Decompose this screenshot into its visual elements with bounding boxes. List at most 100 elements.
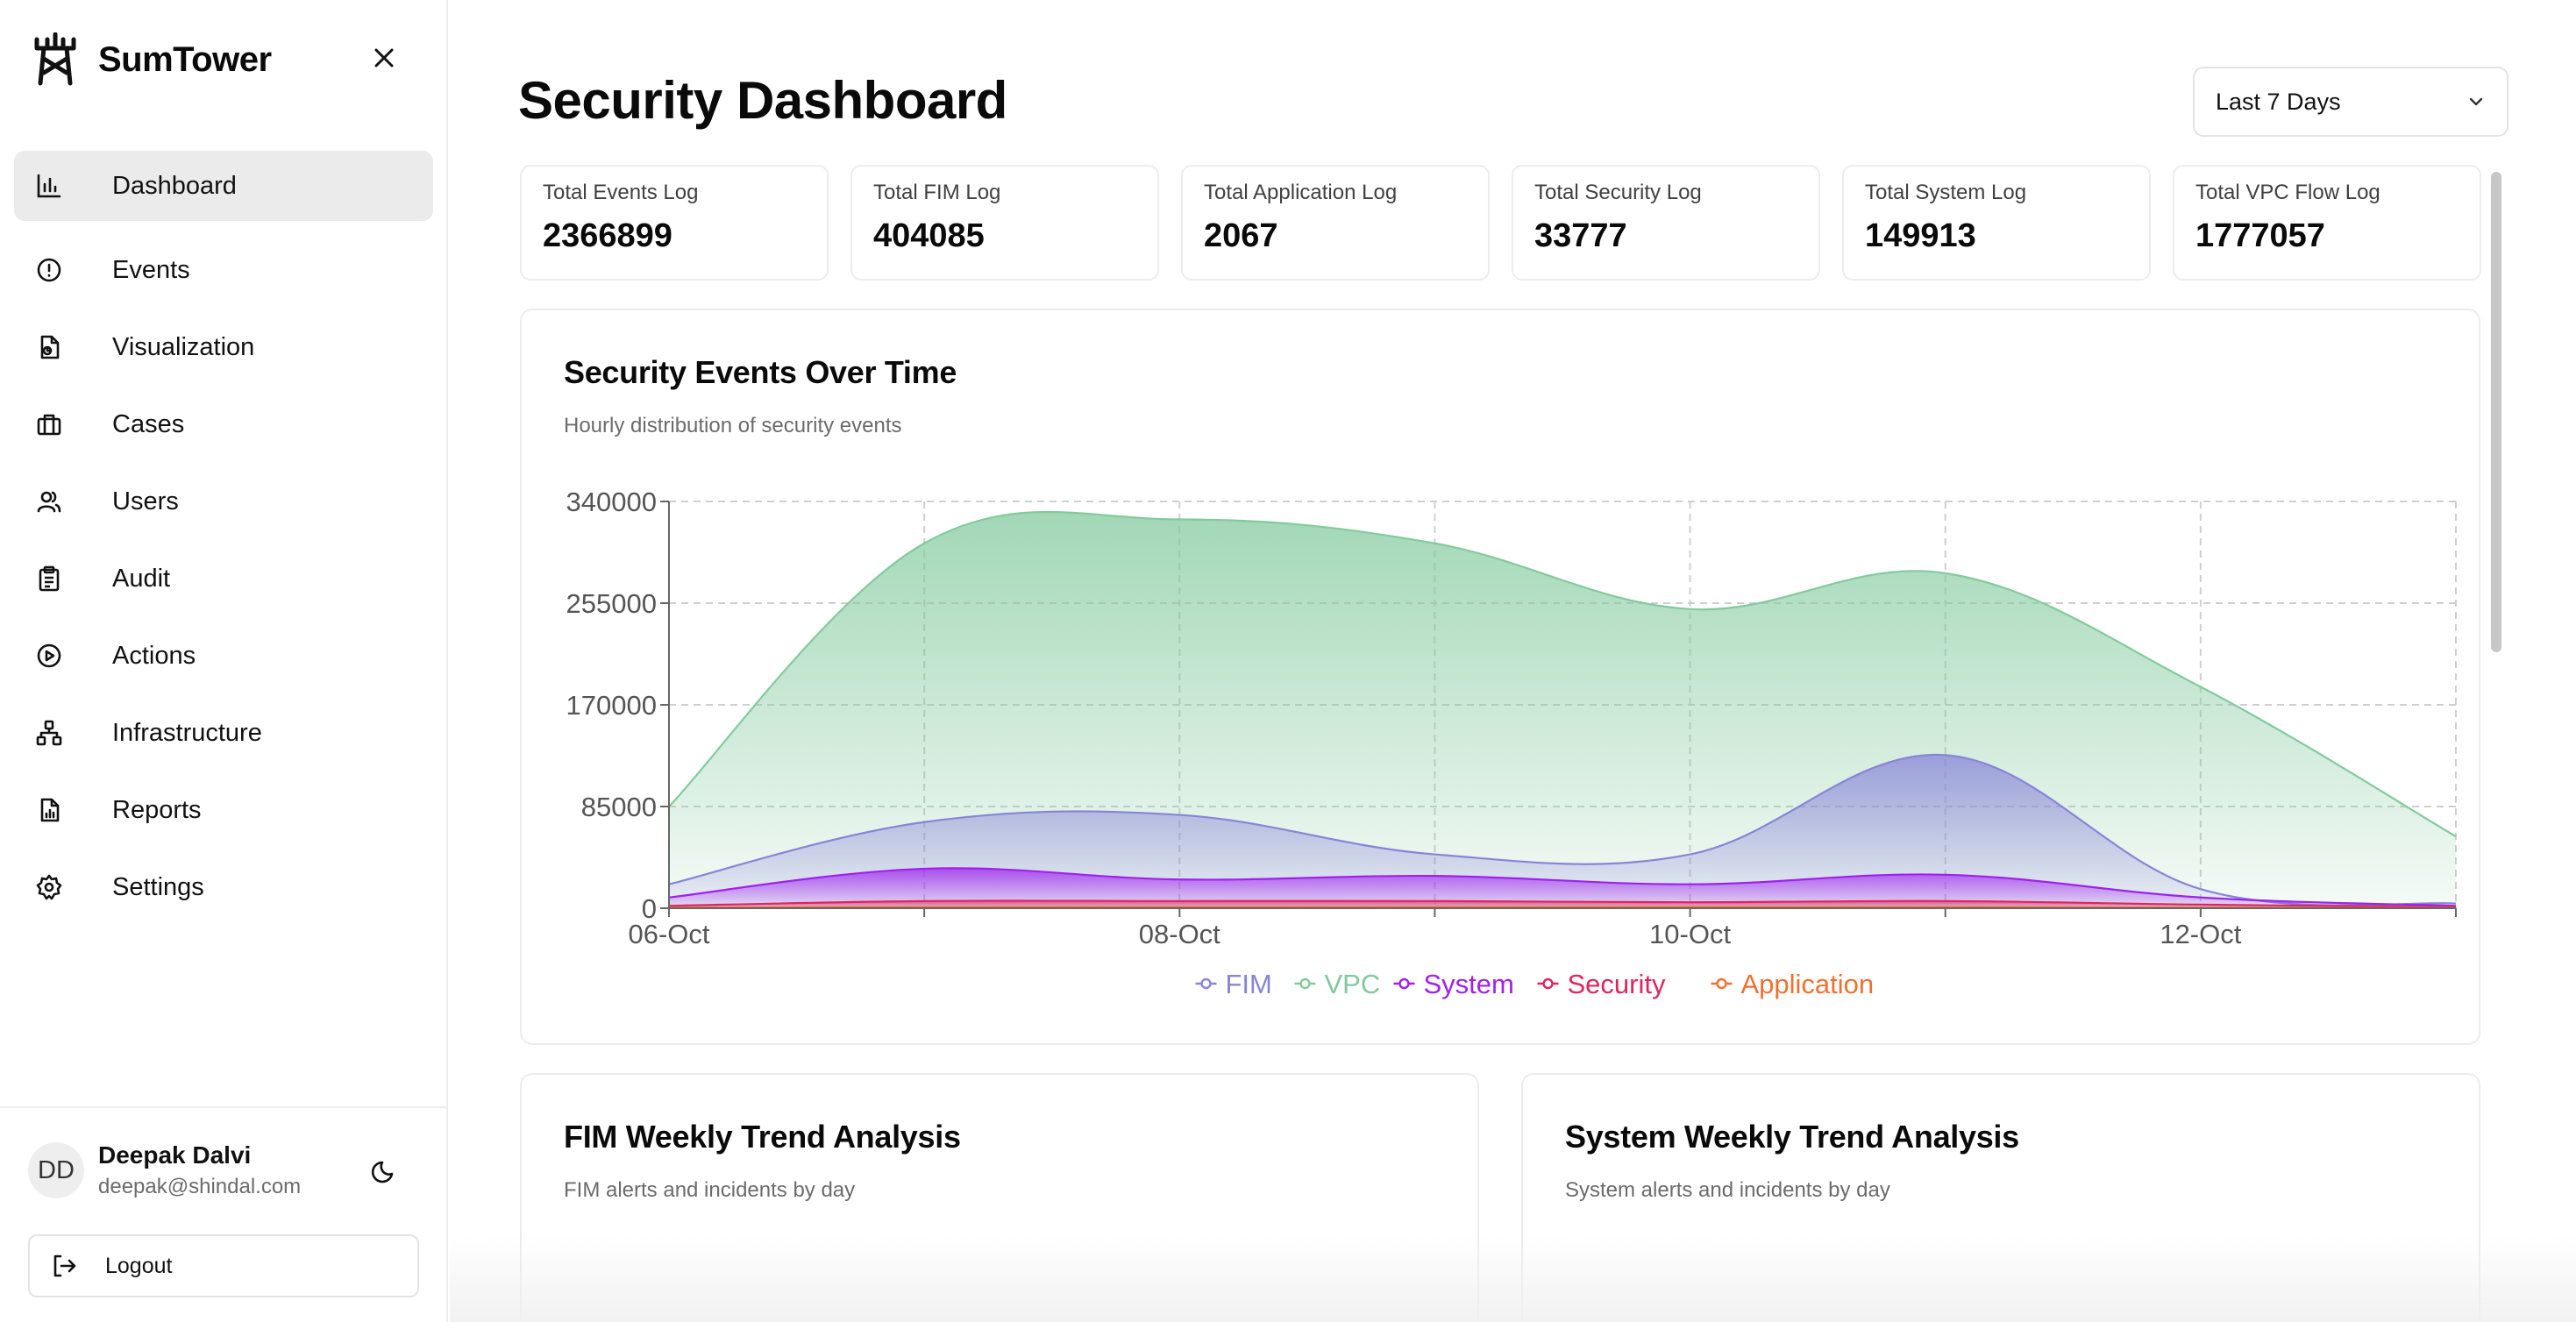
stat-value: 2366899 xyxy=(543,217,672,254)
legend-label: VPC xyxy=(1325,969,1381,999)
stat-value: 1777057 xyxy=(2195,217,2325,254)
legend-item-application[interactable]: Application xyxy=(1711,969,1875,999)
sidebar-item-events[interactable]: Events xyxy=(14,235,433,305)
stat-card-security: Total Security Log 33777 xyxy=(1512,165,1820,281)
y-tick-label: 85000 xyxy=(581,792,657,822)
series-area-system xyxy=(669,868,2456,908)
chart-subtitle: Hourly distribution of security events xyxy=(564,414,902,437)
series-line-fim xyxy=(668,753,2457,906)
user-email: deepak@shindal.com xyxy=(98,1175,302,1198)
users-icon xyxy=(35,487,63,515)
sidebar-item-settings[interactable]: Settings xyxy=(14,852,433,922)
clipboard-icon xyxy=(35,565,63,593)
sidebar-item-label: Actions xyxy=(112,641,196,670)
sidebar-item-actions[interactable]: Actions xyxy=(14,621,433,691)
sidebar-item-audit[interactable]: Audit xyxy=(14,544,433,614)
stats-row: Total Events Log 2366899 Total FIM Log 4… xyxy=(520,165,2481,281)
logout-button[interactable]: Logout xyxy=(28,1234,419,1297)
sidebar-item-dashboard[interactable]: Dashboard xyxy=(14,151,433,221)
legend-item-vpc[interactable]: VPC xyxy=(1294,969,1381,999)
sidebar-footer: DD Deepak Dalvi deepak@shindal.com Logou… xyxy=(0,1106,448,1322)
sidebar-item-users[interactable]: Users xyxy=(14,466,433,537)
legend-item-fim[interactable]: FIM xyxy=(1195,969,1272,999)
stat-value: 33777 xyxy=(1534,217,1627,254)
avatar: DD xyxy=(28,1142,84,1198)
system-trend-subtitle: System alerts and incidents by day xyxy=(1565,1178,1890,1202)
stat-label: Total Security Log xyxy=(1534,181,1702,204)
brand[interactable]: SumTower xyxy=(32,32,272,88)
main-content: Security Dashboard Last 7 Days Total Eve… xyxy=(450,0,2576,1322)
sidebar-item-label: Cases xyxy=(112,409,185,438)
close-sidebar-button[interactable] xyxy=(366,40,402,75)
series-line-vpc xyxy=(668,510,2457,838)
scrollbar-thumb[interactable] xyxy=(2491,172,2501,652)
y-tick-label: 255000 xyxy=(566,588,657,619)
chart-title: Security Events Over Time xyxy=(564,354,957,390)
tower-logo-icon xyxy=(34,32,76,86)
sidebar-item-reports[interactable]: Reports xyxy=(14,775,433,845)
sidebar-item-infrastructure[interactable]: Infrastructure xyxy=(14,698,433,768)
sidebar-item-label: Settings xyxy=(112,872,204,901)
stat-value: 404085 xyxy=(873,217,985,254)
network-icon xyxy=(35,719,63,747)
play-circle-icon xyxy=(35,642,63,670)
y-tick-label: 170000 xyxy=(566,690,657,721)
logout-icon xyxy=(53,1254,76,1277)
sidebar-item-label: Events xyxy=(112,255,190,284)
sidebar-item-label: Visualization xyxy=(112,332,255,361)
series-line-system xyxy=(668,867,2457,907)
sidebar-item-label: Reports xyxy=(112,795,202,824)
stat-label: Total Events Log xyxy=(543,181,699,204)
report-icon xyxy=(35,796,63,824)
alert-circle-icon xyxy=(35,256,63,284)
stat-card-system: Total System Log 149913 xyxy=(1842,165,2151,281)
user-profile[interactable]: DD Deepak Dalvi deepak@shindal.com xyxy=(28,1141,301,1199)
legend-item-security[interactable]: Security xyxy=(1537,969,1666,999)
stat-card-vpc: Total VPC Flow Log 1777057 xyxy=(2173,165,2481,281)
gear-icon xyxy=(35,873,63,901)
sidebar-nav: Dashboard Events Visualization Cases Use… xyxy=(14,151,433,929)
series-area-fim xyxy=(669,754,2456,908)
date-range-select[interactable]: Last 7 Days xyxy=(2193,67,2508,137)
fim-trend-card: FIM Weekly Trend Analysis FIM alerts and… xyxy=(520,1073,1479,1322)
legend-label: Application xyxy=(1741,969,1875,999)
y-tick-label: 0 xyxy=(642,893,657,924)
fim-trend-title: FIM Weekly Trend Analysis xyxy=(564,1119,961,1155)
fim-trend-subtitle: FIM alerts and incidents by day xyxy=(564,1178,856,1202)
brand-name: SumTower xyxy=(98,39,272,79)
close-icon xyxy=(374,48,394,68)
legend-item-system[interactable]: System xyxy=(1393,969,1514,999)
sidebar: SumTower Dashboard Events Visualization xyxy=(0,0,448,1322)
sidebar-item-label: Dashboard xyxy=(112,171,237,200)
stat-card-fim: Total FIM Log 404085 xyxy=(850,165,1159,281)
legend-label: FIM xyxy=(1226,969,1272,999)
legend-label: Security xyxy=(1568,969,1666,999)
stat-label: Total System Log xyxy=(1865,181,2027,204)
bar-chart-icon xyxy=(35,172,63,200)
x-tick-label: 06-Oct xyxy=(628,919,709,949)
security-events-chart-card: Security Events Over Time Hourly distrib… xyxy=(520,309,2480,1045)
file-chart-icon xyxy=(35,333,63,361)
sidebar-item-label: Users xyxy=(112,487,179,515)
legend-marker xyxy=(1398,977,1410,990)
security-events-area-chart[interactable]: 0 85000 170000 255000 340000 06-Oct 08-Oct 10-O… xyxy=(522,310,2482,1047)
chevron-down-icon xyxy=(2469,97,2483,106)
date-range-value: Last 7 Days xyxy=(2216,88,2341,115)
sidebar-item-label: Audit xyxy=(112,564,171,593)
sidebar-item-visualization[interactable]: Visualization xyxy=(14,312,433,382)
briefcase-icon xyxy=(35,410,63,438)
page-title: Security Dashboard xyxy=(518,71,1007,130)
series-line-security xyxy=(668,899,2457,908)
sidebar-item-cases[interactable]: Cases xyxy=(14,389,433,459)
stat-label: Total VPC Flow Log xyxy=(2195,181,2380,204)
stat-value: 149913 xyxy=(1865,217,1976,254)
y-tick-label: 340000 xyxy=(566,487,657,517)
stat-card-application: Total Application Log 2067 xyxy=(1181,165,1490,281)
user-meta: Deepak Dalvi deepak@shindal.com xyxy=(98,1141,301,1199)
legend-marker xyxy=(1542,977,1554,990)
stat-label: Total FIM Log xyxy=(873,181,1001,204)
legend-marker xyxy=(1200,977,1212,990)
sidebar-item-label: Infrastructure xyxy=(112,718,262,747)
theme-toggle-button[interactable] xyxy=(366,1154,402,1189)
x-tick-label: 10-Oct xyxy=(1649,919,1731,949)
